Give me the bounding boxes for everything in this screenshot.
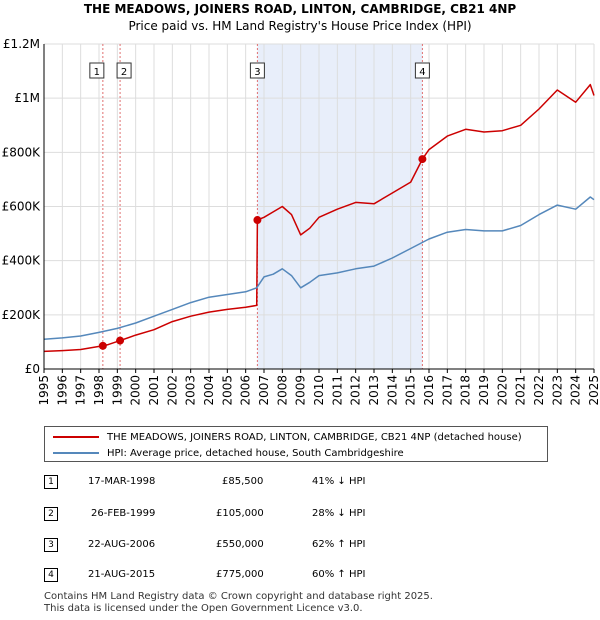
y-tick-label: £1.2M [3, 37, 40, 51]
x-tick-label: 2014 [385, 375, 399, 406]
x-tick-label: 2020 [495, 375, 509, 406]
footer-copyright: Contains HM Land Registry data © Crown c… [44, 591, 433, 602]
x-tick-label: 2001 [147, 375, 161, 406]
x-tick-label: 2003 [184, 375, 198, 406]
legend-swatch-property [53, 436, 99, 438]
transaction-price: £775,000 [216, 569, 264, 580]
x-tick-label: 1997 [74, 375, 88, 406]
transaction-price: £105,000 [216, 508, 264, 519]
transaction-hpi: 41% ↓ HPI [312, 476, 366, 487]
x-tick-label: 2015 [404, 375, 418, 406]
sale-number-label: 1 [94, 67, 100, 78]
transaction-price: £85,500 [222, 476, 264, 487]
sale-point [253, 216, 262, 225]
x-tick-label: 2010 [312, 375, 326, 406]
sale-point [418, 155, 427, 164]
x-tick-label: 2018 [459, 375, 473, 406]
transaction-marker: 2 [44, 507, 58, 521]
chart-title: THE MEADOWS, JOINERS ROAD, LINTON, CAMBR… [83, 2, 517, 16]
sale-number-label: 3 [254, 67, 260, 78]
x-tick-label: 2009 [294, 375, 308, 406]
price-chart: 1 2 3 4 £0 £200K £400K £600K £800K £1M £1.2M 1995 19… [2, 37, 600, 406]
x-tick-label: 2016 [422, 375, 436, 406]
x-tick-label: 2007 [257, 375, 271, 406]
transaction-hpi: 62% ↑ HPI [312, 539, 366, 550]
x-tick-label: 2021 [514, 375, 528, 406]
x-tick-label: 1996 [55, 375, 69, 406]
transaction-date: 21-AUG-2015 [88, 569, 156, 580]
footer-licence: This data is licensed under the Open Gov… [44, 603, 363, 614]
legend-label-property: THE MEADOWS, JOINERS ROAD, LINTON, CAMBR… [107, 431, 522, 443]
sale-number-box [89, 62, 105, 79]
x-tick-label: 2000 [129, 375, 143, 406]
y-tick-label: £1M [14, 91, 40, 105]
y-tick-label: £200K [2, 308, 42, 322]
legend-label-hpi: HPI: Average price, detached house, Sout… [107, 447, 404, 459]
legend: THE MEADOWS, JOINERS ROAD, LINTON, CAMBR… [44, 426, 548, 462]
sale-point [116, 336, 125, 345]
x-tick-label: 2005 [220, 375, 234, 406]
y-tick-label: £0 [25, 362, 40, 376]
transaction-marker: 3 [44, 538, 58, 552]
property-price-line [43, 83, 595, 353]
x-tick-label: 2022 [532, 375, 546, 406]
transaction-date: 26-FEB-1999 [91, 508, 156, 519]
x-tick-label: 2006 [239, 375, 253, 406]
transaction-hpi: 28% ↓ HPI [312, 508, 366, 519]
transaction-marker: 1 [44, 475, 58, 489]
chart-subtitle: Price paid vs. HM Land Registry's House … [128, 19, 472, 33]
x-tick-label: 2013 [367, 375, 381, 406]
transaction-hpi: 60% ↑ HPI [312, 569, 366, 580]
x-tick-label: 2011 [330, 375, 344, 406]
sale-number-label: 4 [419, 67, 425, 78]
x-tick-label: 1995 [37, 375, 51, 406]
transaction-date: 22-AUG-2006 [88, 539, 156, 550]
x-tick-label: 2017 [440, 375, 454, 406]
sale-number-box [116, 62, 132, 79]
y-tick-label: £800K [2, 145, 42, 159]
x-tick-label: 2008 [275, 375, 289, 406]
x-tick-label: 2019 [477, 375, 491, 406]
transaction-date: 17-MAR-1998 [88, 476, 156, 487]
sale-number-box [414, 62, 430, 79]
x-tick-label: 2004 [202, 375, 216, 406]
x-tick-label: 2024 [569, 375, 583, 406]
x-tick-label: 2025 [587, 375, 600, 406]
x-tick-label: 2002 [165, 375, 179, 406]
x-tick-label: 1998 [92, 375, 106, 406]
sale-number-box [249, 62, 265, 79]
y-tick-label: £400K [2, 254, 42, 268]
x-tick-label: 2012 [349, 375, 363, 406]
sale-number-label: 2 [121, 67, 127, 78]
sale-point [98, 341, 107, 350]
x-tick-label: 2023 [550, 375, 564, 406]
legend-item-property: THE MEADOWS, JOINERS ROAD, LINTON, CAMBR… [53, 429, 522, 445]
y-tick-label: £600K [2, 200, 42, 214]
legend-item-hpi: HPI: Average price, detached house, Sout… [53, 445, 404, 461]
hpi-line [43, 196, 595, 340]
legend-swatch-hpi [53, 452, 99, 454]
transaction-marker: 4 [44, 568, 58, 582]
x-tick-label: 1999 [110, 375, 124, 406]
transaction-price: £550,000 [216, 539, 264, 550]
